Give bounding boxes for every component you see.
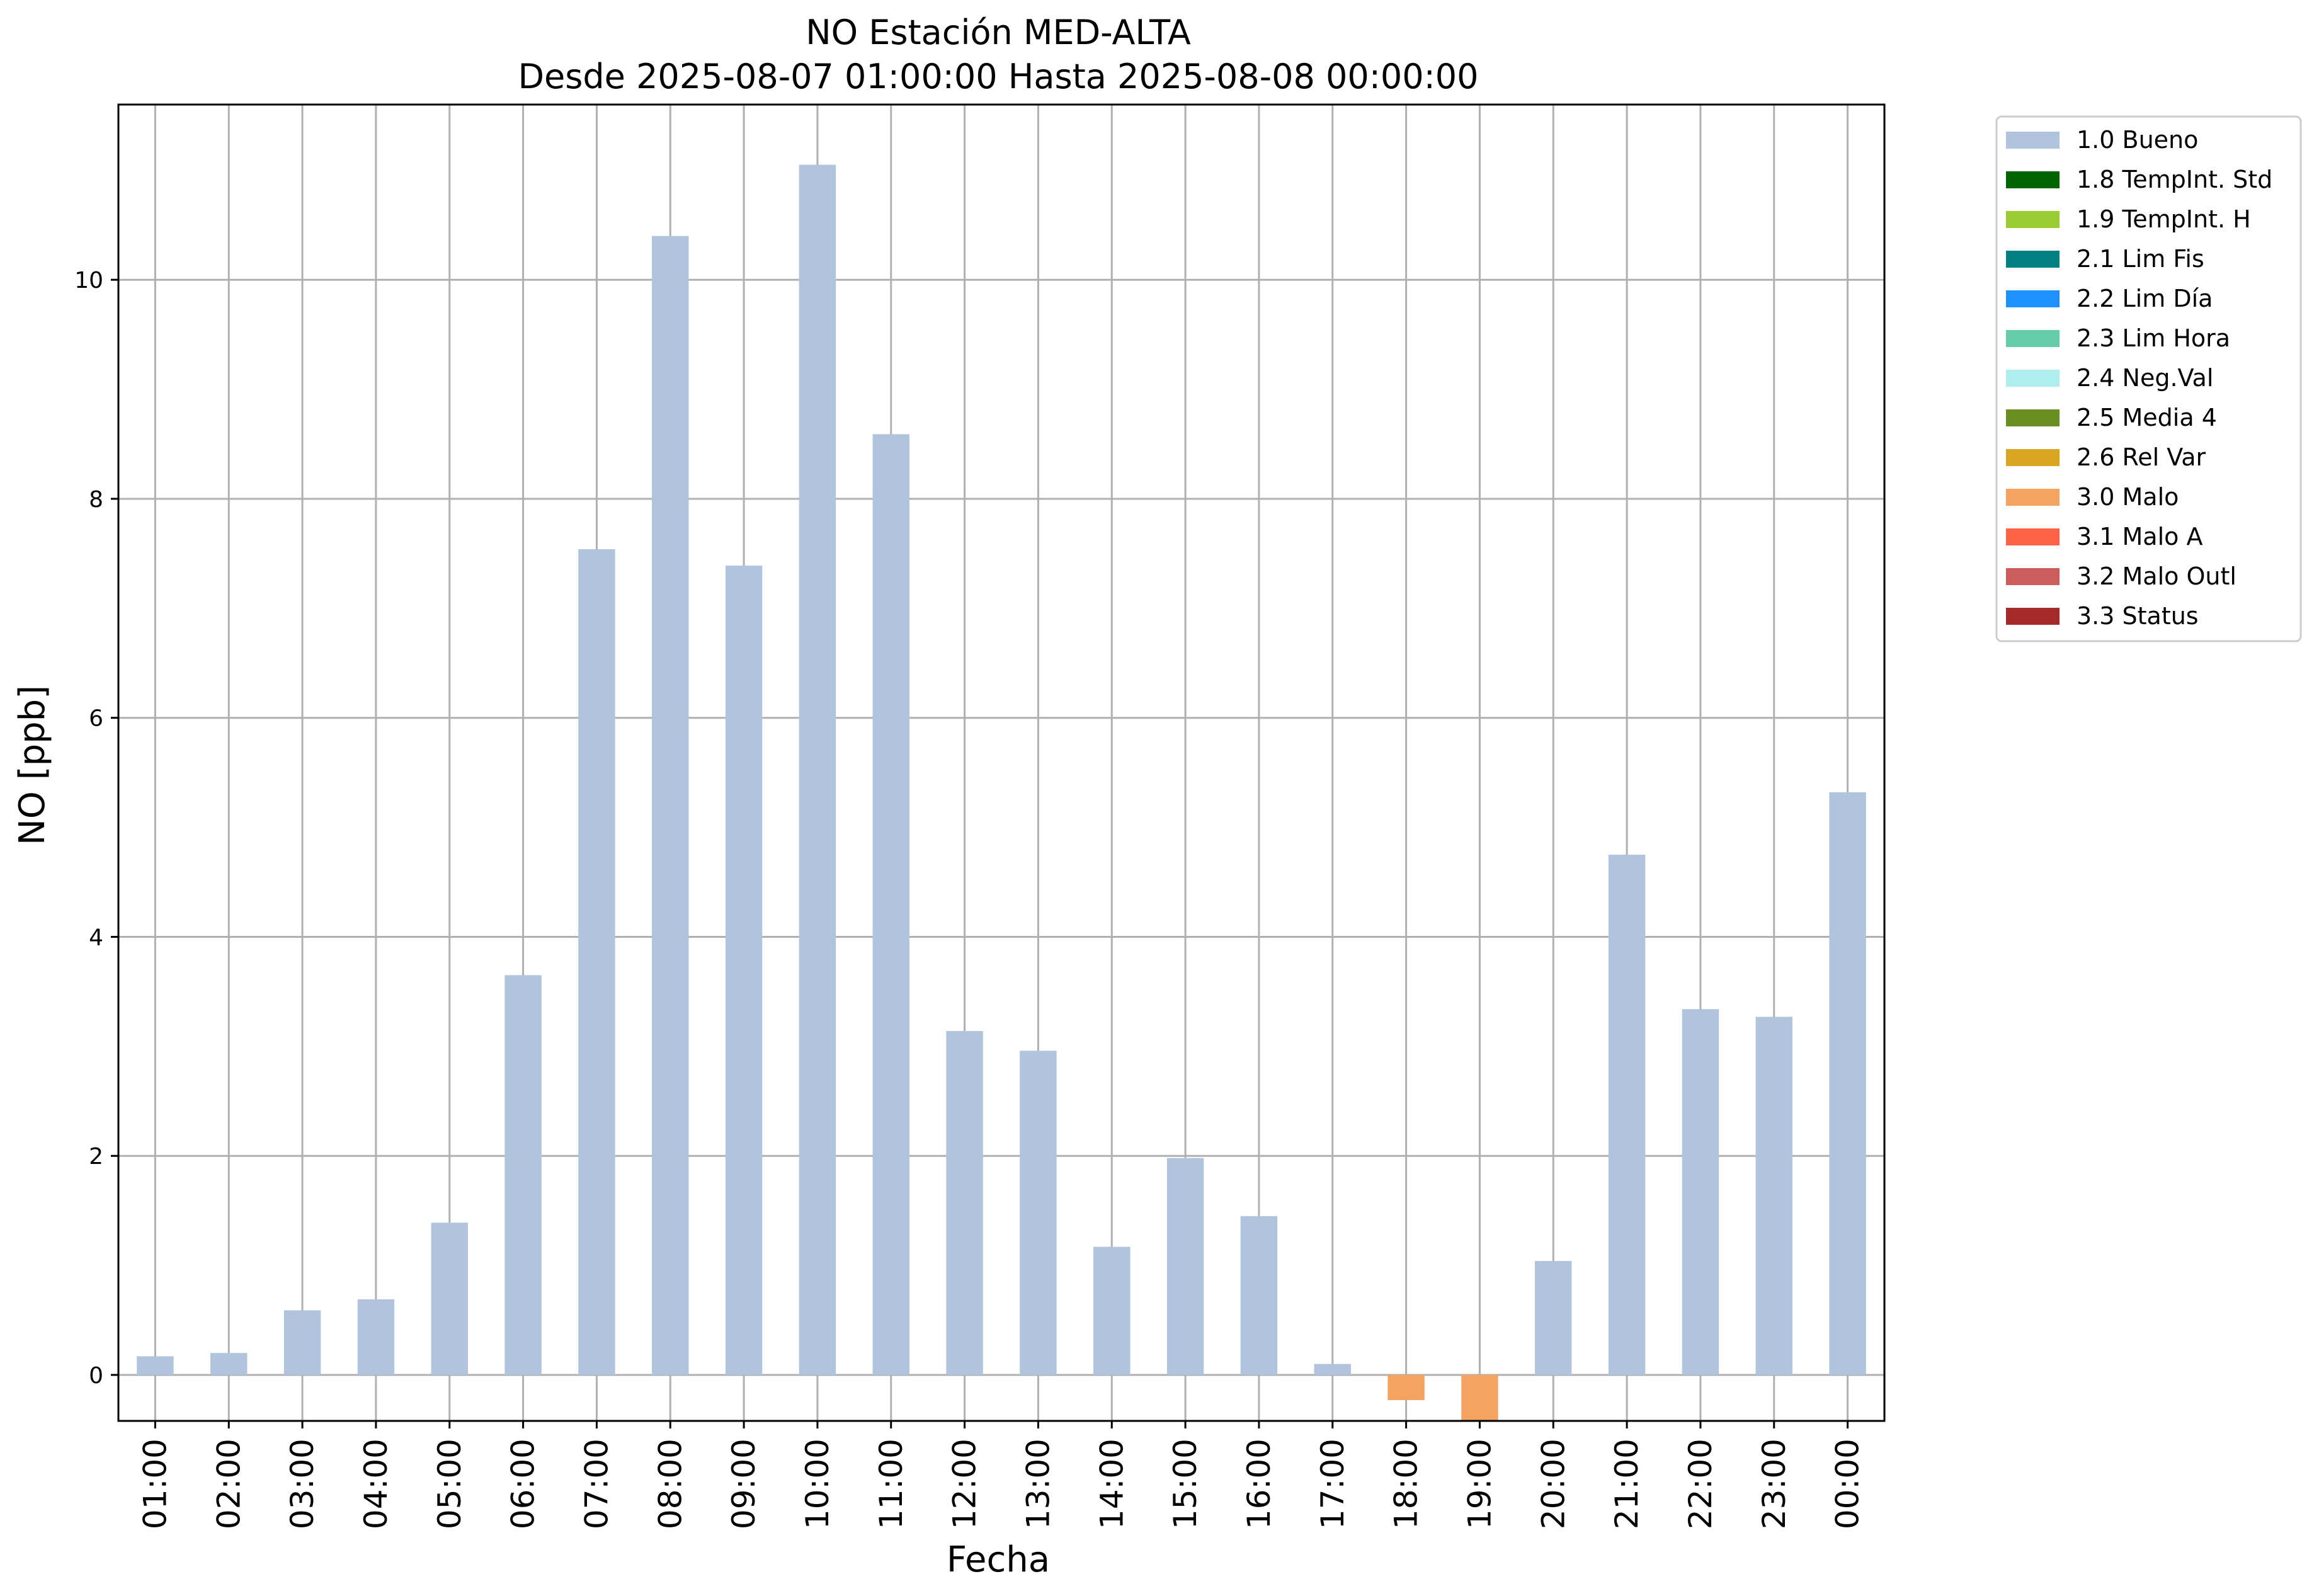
legend-swatch [2006,171,2060,188]
legend-swatch [2006,568,2060,585]
bar-1800 [1387,1374,1425,1400]
x-axis-label: Fecha [947,1539,1050,1580]
bar-0500 [431,1223,468,1375]
x-tick-label: 04:00 [358,1439,394,1529]
bar-2100 [1608,855,1646,1375]
x-tick-label: 17:00 [1314,1439,1351,1529]
y-tick-label: 6 [89,706,103,732]
x-tick-label: 08:00 [652,1439,688,1529]
x-tick-label: 14:00 [1093,1439,1130,1529]
bars [137,164,1866,1421]
bar-1400 [1093,1246,1131,1375]
legend-item-label: 2.3 Lim Hora [2077,324,2230,352]
bar-0600 [504,975,542,1375]
y-tick-label: 8 [89,487,103,513]
y-tick-label: 10 [74,268,103,294]
plot-frame [117,103,1886,1422]
y-tick-label: 0 [89,1363,103,1389]
ticks: 0 2 4 6 8 10 01:00 02:00 03:00 04:00 05:00 06:00 07:… [74,268,1866,1529]
bar-1500 [1166,1158,1204,1375]
legend-swatch [2006,409,2060,426]
bar-1200 [946,1030,983,1375]
chart-title: NO Estación MED-ALTA [806,13,1191,52]
legend-swatch [2006,251,2060,268]
bar-1700 [1314,1364,1351,1375]
x-tick-label: 20:00 [1535,1439,1571,1529]
y-axis-label: NO [ppb] [12,685,53,845]
bar-1000 [799,164,836,1375]
legend-item-label: 1.9 TempInt. H [2077,205,2251,233]
x-tick-label: 06:00 [505,1439,542,1529]
x-tick-label: 16:00 [1241,1439,1277,1529]
x-tick-label: 12:00 [947,1439,983,1529]
bar-0900 [725,566,763,1375]
x-tick-label: 03:00 [284,1439,321,1529]
x-tick-label: 21:00 [1609,1439,1645,1529]
legend-swatch [2006,370,2060,387]
legend-swatch [2006,528,2060,545]
x-tick-label: 19:00 [1461,1439,1498,1529]
legend-swatch [2006,608,2060,625]
legend-item-label: 1.8 TempInt. Std [2077,166,2272,193]
legend-item-label: 2.1 Lim Fis [2077,245,2204,273]
x-tick-label: 13:00 [1020,1439,1056,1529]
x-tick-label: 23:00 [1756,1439,1792,1529]
x-tick-label: 22:00 [1682,1439,1719,1529]
legend-item-label: 2.5 Media 4 [2077,404,2217,431]
legend-item-label: 3.0 Malo [2077,483,2179,511]
bar-1300 [1020,1051,1057,1375]
x-tick-label: 18:00 [1388,1439,1425,1529]
y-tick-label: 4 [89,925,103,950]
legend-item-label: 2.4 Neg.Val [2077,364,2213,392]
x-tick-label: 09:00 [726,1439,762,1529]
bar-0300 [283,1310,321,1375]
legend-swatch [2006,489,2060,506]
x-tick-label: 01:00 [137,1439,173,1529]
x-tick-label: 11:00 [873,1439,909,1529]
bar-0100 [137,1356,174,1375]
legend-item-label: 2.6 Rel Var [2077,443,2206,471]
bar-0700 [578,549,615,1375]
legend-swatch [2006,211,2060,228]
bar-1600 [1240,1216,1278,1375]
bar-0000 [1829,792,1866,1375]
bar-2000 [1535,1261,1572,1375]
legend-item-label: 2.2 Lim Día [2077,285,2213,312]
x-tick-label: 15:00 [1167,1439,1204,1529]
bar-0800 [652,236,689,1375]
bar-0200 [210,1353,248,1375]
x-tick-label: 05:00 [431,1439,468,1529]
bar-2300 [1755,1017,1792,1375]
legend-swatch [2006,290,2060,307]
bar-0400 [357,1299,395,1375]
legend-box [1995,115,2302,642]
legend-item-label: 3.2 Malo Outl [2077,562,2236,590]
y-tick-label: 2 [89,1144,103,1170]
legend-swatch [2006,330,2060,347]
x-tick-label: 02:00 [210,1439,247,1529]
bar-1900 [1461,1374,1498,1421]
x-tick-label: 07:00 [578,1439,615,1529]
legend-swatch [2006,132,2060,149]
x-tick-label: 00:00 [1830,1439,1866,1529]
legend-item-label: 3.1 Malo A [2077,523,2202,550]
legend-item-label: 3.3 Status [2077,602,2199,630]
chart-subtitle: Desde 2025-08-07 01:00:00 Hasta 2025-08-… [518,57,1478,96]
legend: 1.0 Bueno 1.8 TempInt. Std 1.9 TempInt. H 2… [1995,115,2302,642]
legend-swatch [2006,449,2060,466]
legend-item-label: 1.0 Bueno [2077,126,2198,154]
bar-2200 [1682,1009,1719,1375]
bar-1100 [872,434,909,1375]
x-tick-label: 10:00 [799,1439,836,1529]
